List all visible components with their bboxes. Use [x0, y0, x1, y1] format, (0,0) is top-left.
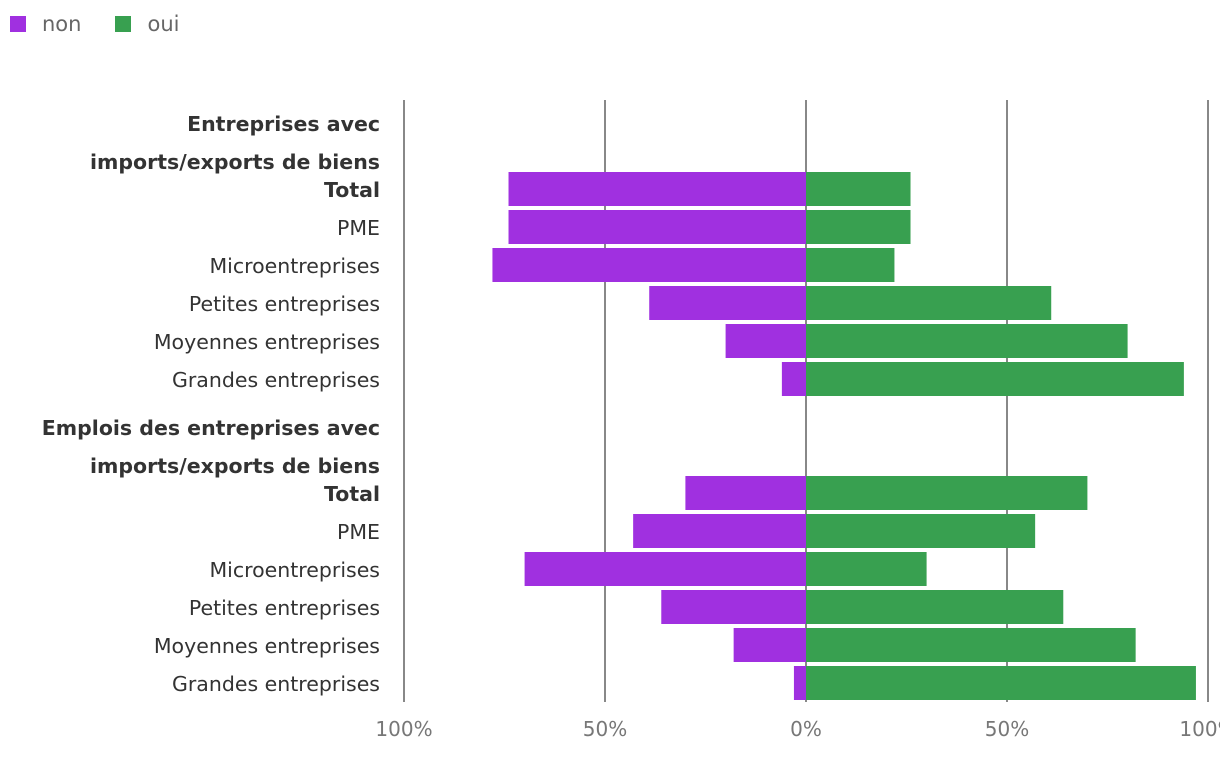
- bar-non-g1-r3[interactable]: [661, 590, 806, 624]
- bar-non-g1-r4[interactable]: [733, 628, 806, 662]
- bar-oui-g0-r0[interactable]: [806, 172, 911, 206]
- bar-oui-g0-r5[interactable]: [806, 362, 1184, 396]
- category-label-g1-r2: Microentreprises: [209, 558, 380, 582]
- bar-non-g0-r2[interactable]: [492, 248, 806, 282]
- bar-oui-g1-r0[interactable]: [806, 476, 1088, 510]
- group-title-0-line-1: imports/exports de biens: [90, 150, 380, 174]
- bar-non-g0-r3[interactable]: [649, 286, 806, 320]
- group-title-0-line-0: Entreprises avec: [187, 112, 380, 136]
- bar-oui-g1-r4[interactable]: [806, 628, 1136, 662]
- bar-non-g1-r0[interactable]: [685, 476, 806, 510]
- bar-oui-g1-r5[interactable]: [806, 666, 1196, 700]
- legend: non oui: [10, 12, 179, 36]
- x-tick-label-0: 100%: [375, 717, 432, 741]
- category-label-g0-r1: PME: [337, 216, 380, 240]
- category-label-g1-r1: PME: [337, 520, 380, 544]
- legend-label-non: non: [42, 12, 82, 36]
- bar-oui-g1-r1[interactable]: [806, 514, 1036, 548]
- category-label-g0-r3: Petites entreprises: [189, 292, 380, 316]
- bar-oui-g0-r1[interactable]: [806, 210, 911, 244]
- bar-non-g1-r2[interactable]: [524, 552, 806, 586]
- bar-non-g0-r4[interactable]: [725, 324, 806, 358]
- category-label-g0-r2: Microentreprises: [209, 254, 380, 278]
- bar-non-g1-r5[interactable]: [793, 666, 806, 700]
- bar-non-g0-r5[interactable]: [781, 362, 806, 396]
- x-tick-label-3: 50%: [985, 717, 1029, 741]
- bar-oui-g1-r3[interactable]: [806, 590, 1064, 624]
- category-label-g0-r5: Grandes entreprises: [172, 368, 380, 392]
- x-tick-label-2: 0%: [790, 717, 822, 741]
- bar-non-g0-r1[interactable]: [508, 210, 806, 244]
- category-label-g0-r4: Moyennes entreprises: [154, 330, 380, 354]
- legend-swatch-non: [10, 16, 26, 32]
- x-tick-label-4: 100%: [1179, 717, 1220, 741]
- legend-swatch-oui: [115, 16, 132, 32]
- category-label-g1-r5: Grandes entreprises: [172, 672, 380, 696]
- legend-item-non[interactable]: non: [10, 12, 81, 36]
- category-label-g1-r0: Total: [324, 482, 380, 506]
- group-title-1-line-1: imports/exports de biens: [90, 454, 380, 478]
- legend-label-oui: oui: [147, 12, 180, 36]
- bar-oui-g0-r4[interactable]: [806, 324, 1128, 358]
- legend-item-oui[interactable]: oui: [115, 12, 179, 36]
- bar-oui-g1-r2[interactable]: [806, 552, 927, 586]
- bar-oui-g0-r3[interactable]: [806, 286, 1052, 320]
- group-title-1-line-0: Emplois des entreprises avec: [42, 416, 380, 440]
- category-label-g0-r0: Total: [324, 178, 380, 202]
- bar-non-g0-r0[interactable]: [508, 172, 806, 206]
- category-label-g1-r4: Moyennes entreprises: [154, 634, 380, 658]
- bar-non-g1-r1[interactable]: [633, 514, 806, 548]
- bar-oui-g0-r2[interactable]: [806, 248, 895, 282]
- category-label-g1-r3: Petites entreprises: [189, 596, 380, 620]
- x-tick-label-1: 50%: [583, 717, 627, 741]
